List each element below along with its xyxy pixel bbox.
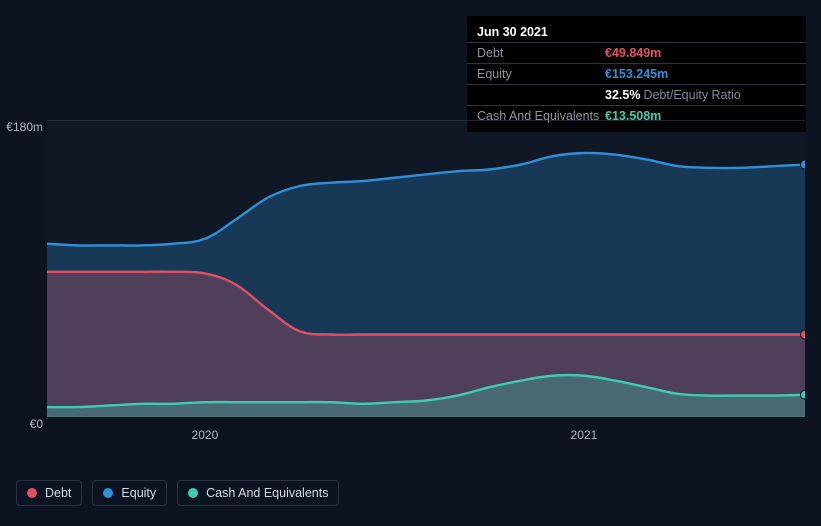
tooltip-label: Equity xyxy=(477,67,605,81)
chart-container: €180m €0 xyxy=(16,120,805,417)
legend: Debt Equity Cash And Equivalents xyxy=(16,480,339,506)
swatch-icon xyxy=(103,488,113,498)
tooltip-row-equity: Equity €153.245m xyxy=(467,63,806,84)
legend-label: Debt xyxy=(45,486,71,500)
legend-item-equity[interactable]: Equity xyxy=(92,480,167,506)
swatch-icon xyxy=(188,488,198,498)
x-axis-label: 2021 xyxy=(571,428,598,442)
swatch-icon xyxy=(27,488,37,498)
area-chart[interactable] xyxy=(47,120,805,417)
tooltip-value: 32.5%Debt/Equity Ratio xyxy=(605,88,741,102)
ratio-value: 32.5% xyxy=(605,88,640,102)
tooltip-value: €49.849m xyxy=(605,46,661,60)
tooltip-label: Debt xyxy=(477,46,605,60)
y-axis-label-top: €180m xyxy=(6,120,43,134)
legend-item-debt[interactable]: Debt xyxy=(16,480,82,506)
legend-item-cash[interactable]: Cash And Equivalents xyxy=(177,480,339,506)
tooltip-label xyxy=(477,88,605,102)
x-axis-label: 2020 xyxy=(192,428,219,442)
tooltip-row-debt: Debt €49.849m xyxy=(467,42,806,63)
y-axis-label-bottom: €0 xyxy=(30,417,43,431)
legend-label: Equity xyxy=(121,486,156,500)
ratio-suffix: Debt/Equity Ratio xyxy=(643,88,740,102)
tooltip-row-ratio: 32.5%Debt/Equity Ratio xyxy=(467,84,806,105)
hover-tooltip: Jun 30 2021 Debt €49.849m Equity €153.24… xyxy=(467,16,806,132)
legend-label: Cash And Equivalents xyxy=(206,486,328,500)
tooltip-date: Jun 30 2021 xyxy=(477,25,605,39)
tooltip-value: €153.245m xyxy=(605,67,668,81)
